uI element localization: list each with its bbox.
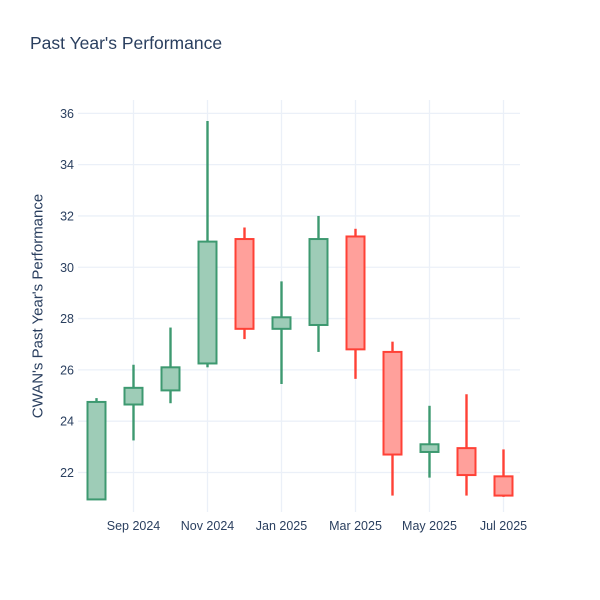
candle-may-2025[interactable] <box>419 405 440 478</box>
y-tick-label: 30 <box>60 261 74 275</box>
y-tick-label: 34 <box>60 158 74 172</box>
x-tick-label: Nov 2024 <box>181 519 235 533</box>
y-tick-label: 28 <box>60 312 74 326</box>
candle-apr-2025[interactable] <box>382 341 403 496</box>
y-tick-label: 32 <box>60 209 74 223</box>
candle-jan-2025[interactable] <box>271 281 292 384</box>
candle-aug-2024[interactable] <box>86 398 107 501</box>
candle-sep-2024[interactable] <box>123 364 144 441</box>
y-tick-label: 22 <box>60 466 74 480</box>
candle-nov-2024[interactable] <box>197 121 218 368</box>
x-tick-label: Sep 2024 <box>107 519 161 533</box>
candle-body <box>123 386 144 406</box>
x-tick-label: Mar 2025 <box>329 519 382 533</box>
chart-title: Past Year's Performance <box>30 33 223 53</box>
candle-body <box>160 366 181 392</box>
candle-body <box>86 400 107 501</box>
candle-feb-2025[interactable] <box>308 215 329 352</box>
x-tick-label: May 2025 <box>402 519 457 533</box>
x-tick-label: Jan 2025 <box>256 519 307 533</box>
x-axis-ticks: Sep 2024 Nov 2024 Jan 2025 Mar 2025 May 2025… <box>107 519 527 533</box>
gridlines <box>78 100 520 512</box>
y-axis-ticks: 22 24 26 28 30 32 34 36 <box>60 107 74 480</box>
candle-body <box>456 447 477 477</box>
y-tick-label: 36 <box>60 107 74 121</box>
candle-body <box>493 475 514 497</box>
candle-body <box>197 240 218 365</box>
x-tick-label: Jul 2025 <box>480 519 527 533</box>
candle-body <box>271 316 292 330</box>
y-tick-label: 26 <box>60 363 74 377</box>
candle-body <box>308 238 329 326</box>
y-tick-label: 24 <box>60 415 74 429</box>
candle-jul-2025[interactable] <box>493 449 514 497</box>
candle-body <box>382 350 403 456</box>
candle-oct-2024[interactable] <box>160 327 181 404</box>
candle-body <box>419 443 440 453</box>
candle-mar-2025[interactable] <box>345 228 366 379</box>
candles-series <box>86 121 514 501</box>
candle-dec-2024[interactable] <box>234 227 255 340</box>
candle-body <box>345 235 366 351</box>
candle-body <box>234 238 255 330</box>
candle-jun-2025[interactable] <box>456 394 477 496</box>
